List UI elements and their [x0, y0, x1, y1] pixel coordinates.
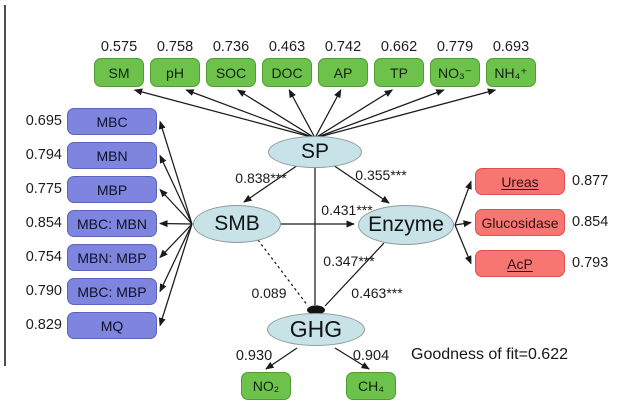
indicator-box-bottom: CH₄	[346, 372, 396, 400]
arrow-enzyme-right-1	[454, 220, 472, 228]
indicator-box-top: SM	[94, 58, 144, 87]
arrow-sp-top-3	[288, 89, 316, 139]
loading-value-top: 0.742	[324, 39, 362, 55]
loading-value-top: 0.575	[100, 39, 138, 55]
indicator-box-top: AP	[318, 58, 368, 87]
loading-value-bottom: 0.904	[352, 348, 390, 364]
indicator-box-top: pH	[150, 58, 200, 87]
arrow-sp-top-2	[236, 89, 316, 139]
indicator-box-top: NO₃⁻	[430, 58, 480, 87]
latent-sp-label: SP	[300, 140, 329, 163]
indicator-box-left: MBC: MBN	[67, 210, 157, 237]
path-sp-smb	[243, 164, 299, 203]
indicator-box-left: MBC: MBP	[67, 278, 157, 305]
path-coefficient-sp-enzyme: 0.355***	[355, 167, 407, 183]
latent-enzyme-label: Enzyme	[368, 213, 444, 236]
arrow-sp-top-1	[185, 89, 316, 139]
loading-value-left: 0.775	[25, 180, 62, 197]
arrow-enzyme-right-2	[454, 224, 472, 265]
indicator-box-top: DOC	[262, 58, 312, 87]
latent-smb: SMB	[193, 205, 281, 243]
loading-value-right: 0.793	[572, 254, 609, 271]
indicator-box-left: MBP	[67, 176, 157, 203]
indicator-box-bottom: NO₂	[241, 372, 291, 400]
arrow-ghg-ch4	[334, 347, 370, 370]
indicator-box-right: AcP	[475, 250, 565, 277]
indicator-box-right: Ureas	[475, 168, 565, 195]
loading-value-right: 0.854	[572, 213, 609, 230]
latent-ghg-label: GHG	[289, 316, 343, 342]
goodness-of-fit-text: Goodness of fit=0.622	[411, 346, 568, 363]
path-coefficient-sp-smb: 0.838***	[235, 170, 287, 186]
latent-enzyme: Enzyme	[358, 205, 454, 245]
loading-value-top: 0.463	[268, 39, 306, 55]
loading-value-top: 0.779	[436, 39, 474, 55]
loading-value-left: 0.790	[25, 282, 62, 299]
arrow-smb-left-4	[159, 223, 193, 259]
arrow-sp-top-4	[314, 89, 342, 139]
latent-ghg: GHG	[267, 313, 365, 346]
loading-value-top: 0.662	[380, 39, 418, 55]
loading-value-right: 0.877	[572, 172, 609, 189]
path-coefficient-enzyme-ghg: 0.463***	[351, 285, 403, 301]
path-coefficient-smb-ghg: 0.089	[251, 285, 287, 301]
loading-value-left: 0.854	[25, 214, 62, 231]
arrow-enzyme-right-0	[454, 180, 472, 226]
arrow-sp-top-7	[314, 88, 497, 139]
arrow-smb-left-0	[158, 120, 193, 225]
loading-value-top: 0.693	[492, 39, 530, 55]
loading-value-left: 0.695	[25, 112, 62, 129]
latent-smb-label: SMB	[214, 212, 260, 235]
indicator-box-top: TP	[374, 58, 424, 87]
arrow-ghg-no2	[265, 347, 298, 370]
arrow-sp-top-6	[314, 89, 445, 139]
arrow-sp-top-5	[314, 89, 394, 139]
arrow-smb-left-1	[159, 154, 193, 225]
arrow-smb-left-2	[159, 188, 193, 225]
indicator-box-top: SOC	[206, 58, 256, 87]
indicator-box-left: MBN: MBP	[67, 244, 157, 271]
indicator-box-left: MBC	[67, 108, 157, 135]
arrow-sp-top-0	[133, 88, 316, 139]
loading-value-top: 0.736	[212, 39, 250, 55]
path-coefficient-smb-enzyme: 0.431***	[321, 202, 373, 218]
loading-value-left: 0.794	[25, 146, 62, 163]
indicator-box-left: MQ	[67, 312, 157, 339]
loading-value-bottom: 0.930	[235, 348, 273, 364]
frame-line	[4, 5, 6, 366]
arrow-smb-left-5	[159, 223, 193, 293]
path-sp-enzyme	[332, 164, 390, 204]
loading-value-left: 0.829	[25, 316, 62, 333]
arrow-smb-left-6	[158, 223, 193, 327]
path-enzyme-ghg	[324, 242, 385, 307]
indicator-box-right: Glucosidase	[475, 209, 565, 236]
indicator-box-left: MBN	[67, 142, 157, 169]
loading-value-left: 0.754	[25, 248, 62, 265]
path-coefficient-sp-ghg: 0.347***	[323, 253, 375, 269]
latent-sp: SP	[268, 136, 362, 168]
indicator-box-top: NH₄⁺	[486, 58, 536, 87]
arrow-smb-left-3	[159, 220, 193, 228]
loading-value-top: 0.758	[156, 39, 194, 55]
